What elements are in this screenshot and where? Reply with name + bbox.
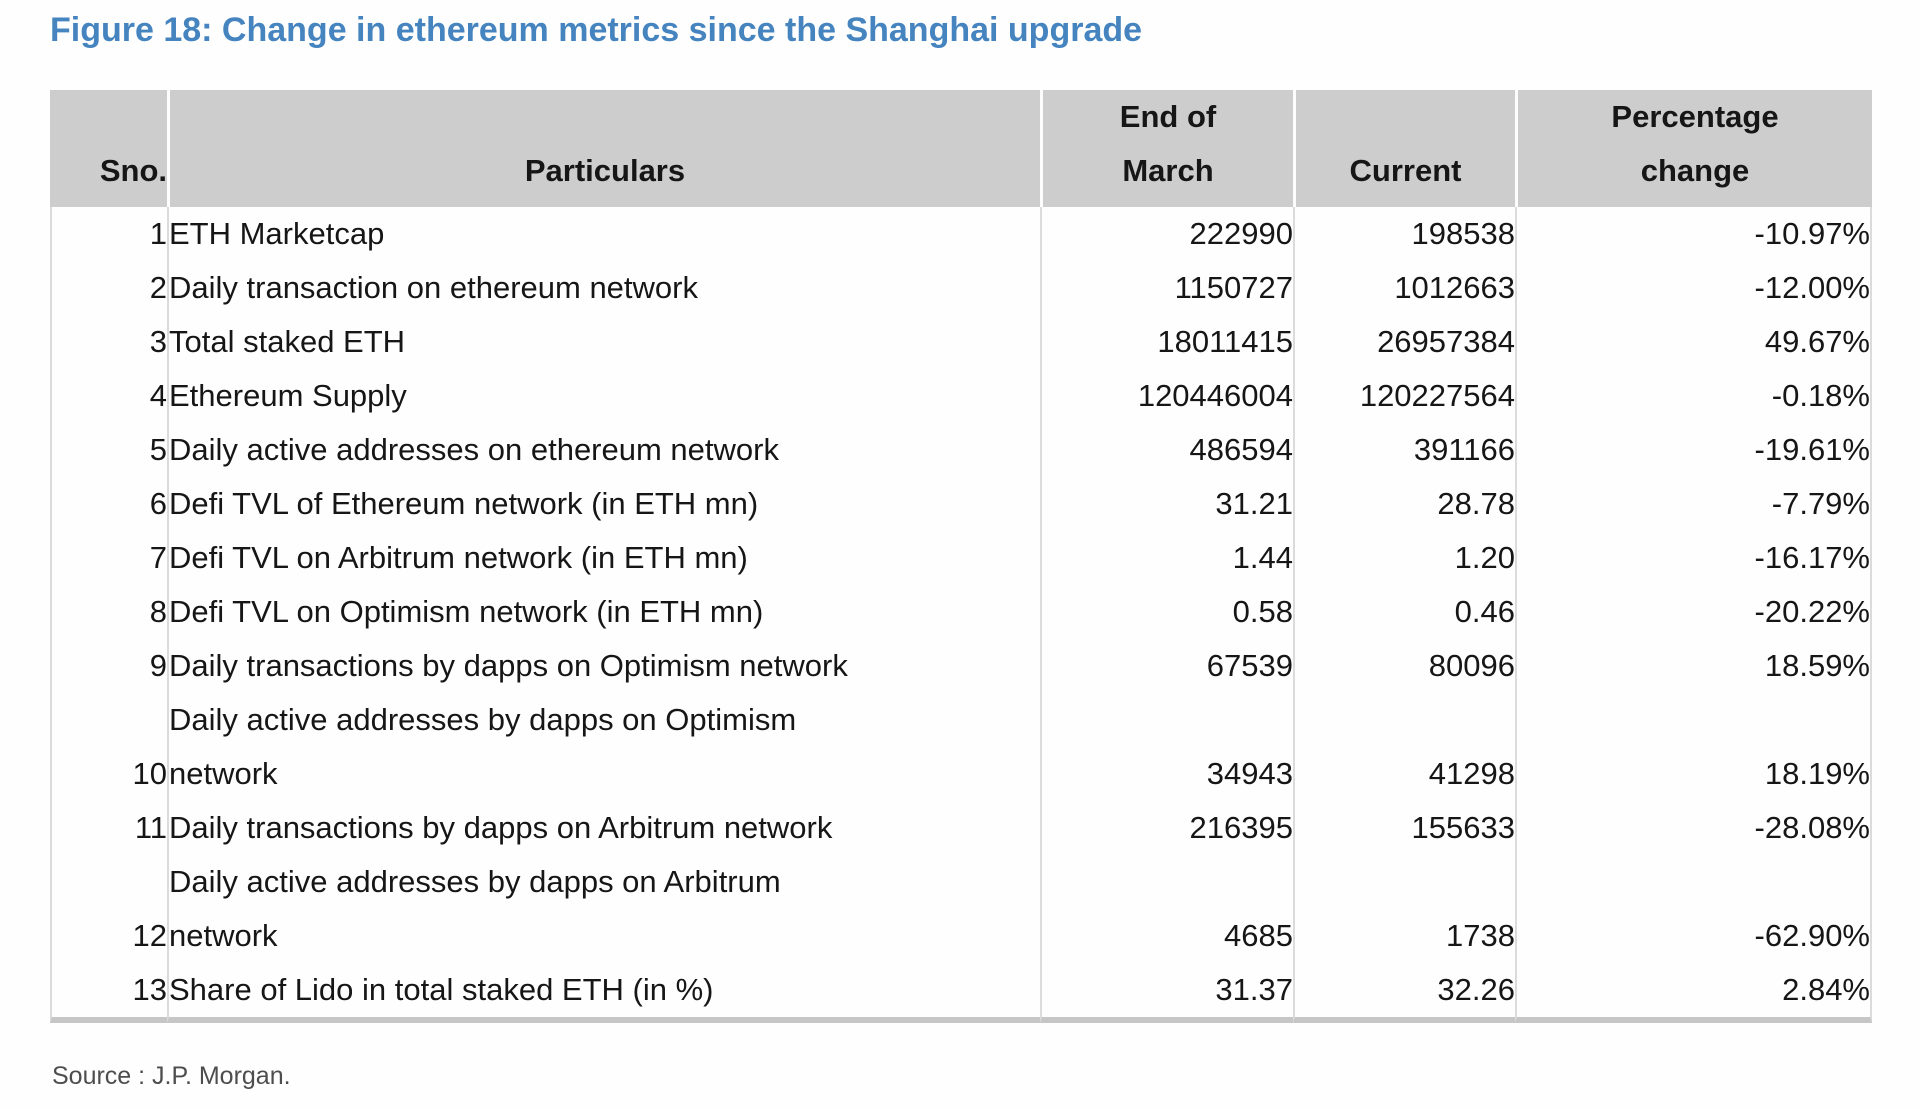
cell-sno: 6 <box>50 477 167 531</box>
cell-percentage-change: 2.84% <box>1515 963 1872 1023</box>
table-row: 8 Defi TVL on Optimism network (in ETH m… <box>50 585 1872 639</box>
cell-percentage-change: -7.79% <box>1515 477 1872 531</box>
cell-current: 120227564 <box>1293 369 1515 423</box>
cell-sno: 8 <box>50 585 167 639</box>
cell-end-of-march: 120446004 <box>1040 369 1293 423</box>
column-header-particulars: Particulars <box>167 90 1040 207</box>
cell-percentage-change: 18.19% <box>1515 693 1872 801</box>
cell-sno: 1 <box>50 207 167 261</box>
table-row: 7 Defi TVL on Arbitrum network (in ETH m… <box>50 531 1872 585</box>
cell-sno: 7 <box>50 531 167 585</box>
cell-percentage-change: -0.18% <box>1515 369 1872 423</box>
cell-sno: 12 <box>50 855 167 963</box>
column-header-current: Current <box>1293 90 1515 207</box>
table-body: 1 ETH Marketcap 222990 198538 -10.97% 2 … <box>50 207 1872 1023</box>
cell-percentage-change: -12.00% <box>1515 261 1872 315</box>
table-row: 5 Daily active addresses on ethereum net… <box>50 423 1872 477</box>
cell-current: 1012663 <box>1293 261 1515 315</box>
cell-current: 32.26 <box>1293 963 1515 1023</box>
table-row: 12 Daily active addresses by dapps on Ar… <box>50 855 1872 963</box>
metrics-table: Sno. Particulars End of March Current Pe… <box>50 90 1872 1023</box>
column-header-percentage-change: Percentage change <box>1515 90 1872 207</box>
cell-particulars: Daily transactions by dapps on Arbitrum … <box>167 801 1040 855</box>
cell-end-of-march: 1150727 <box>1040 261 1293 315</box>
cell-percentage-change: 49.67% <box>1515 315 1872 369</box>
cell-particulars: Daily active addresses by dapps on Arbit… <box>167 855 1040 963</box>
cell-particulars: Total staked ETH <box>167 315 1040 369</box>
cell-current: 26957384 <box>1293 315 1515 369</box>
cell-end-of-march: 4685 <box>1040 855 1293 963</box>
cell-particulars: Daily active addresses by dapps on Optim… <box>167 693 1040 801</box>
cell-end-of-march: 34943 <box>1040 693 1293 801</box>
cell-sno: 9 <box>50 639 167 693</box>
cell-current: 391166 <box>1293 423 1515 477</box>
cell-end-of-march: 67539 <box>1040 639 1293 693</box>
column-header-sno: Sno. <box>50 90 167 207</box>
cell-end-of-march: 31.37 <box>1040 963 1293 1023</box>
cell-current: 155633 <box>1293 801 1515 855</box>
cell-particulars: Daily transaction on ethereum network <box>167 261 1040 315</box>
cell-end-of-march: 1.44 <box>1040 531 1293 585</box>
cell-particulars: Share of Lido in total staked ETH (in %) <box>167 963 1040 1023</box>
cell-end-of-march: 0.58 <box>1040 585 1293 639</box>
cell-particulars: ETH Marketcap <box>167 207 1040 261</box>
cell-sno: 11 <box>50 801 167 855</box>
table-row: 9 Daily transactions by dapps on Optimis… <box>50 639 1872 693</box>
table-row: 3 Total staked ETH 18011415 26957384 49.… <box>50 315 1872 369</box>
column-header-end-of-march: End of March <box>1040 90 1293 207</box>
cell-percentage-change: -62.90% <box>1515 855 1872 963</box>
cell-percentage-change: -20.22% <box>1515 585 1872 639</box>
cell-percentage-change: -16.17% <box>1515 531 1872 585</box>
cell-sno: 13 <box>50 963 167 1023</box>
cell-sno: 10 <box>50 693 167 801</box>
cell-current: 1.20 <box>1293 531 1515 585</box>
cell-particulars: Daily active addresses on ethereum netwo… <box>167 423 1040 477</box>
cell-sno: 5 <box>50 423 167 477</box>
cell-end-of-march: 18011415 <box>1040 315 1293 369</box>
source-note: Source : J.P. Morgan. <box>52 1062 291 1090</box>
cell-particulars: Defi TVL of Ethereum network (in ETH mn) <box>167 477 1040 531</box>
cell-current: 0.46 <box>1293 585 1515 639</box>
table-row: 10 Daily active addresses by dapps on Op… <box>50 693 1872 801</box>
figure-title: Figure 18: Change in ethereum metrics si… <box>50 11 1143 49</box>
table-row: 2 Daily transaction on ethereum network … <box>50 261 1872 315</box>
table-row: 4 Ethereum Supply 120446004 120227564 -0… <box>50 369 1872 423</box>
table-row: 11 Daily transactions by dapps on Arbitr… <box>50 801 1872 855</box>
cell-percentage-change: -10.97% <box>1515 207 1872 261</box>
table-row: 13 Share of Lido in total staked ETH (in… <box>50 963 1872 1023</box>
cell-end-of-march: 216395 <box>1040 801 1293 855</box>
table-header: Sno. Particulars End of March Current Pe… <box>50 90 1872 207</box>
header-row: Sno. Particulars End of March Current Pe… <box>50 90 1872 207</box>
cell-current: 28.78 <box>1293 477 1515 531</box>
cell-percentage-change: 18.59% <box>1515 639 1872 693</box>
cell-end-of-march: 486594 <box>1040 423 1293 477</box>
cell-current: 1738 <box>1293 855 1515 963</box>
table-row: 6 Defi TVL of Ethereum network (in ETH m… <box>50 477 1872 531</box>
cell-particulars: Defi TVL on Optimism network (in ETH mn) <box>167 585 1040 639</box>
cell-percentage-change: -19.61% <box>1515 423 1872 477</box>
cell-particulars: Ethereum Supply <box>167 369 1040 423</box>
cell-sno: 4 <box>50 369 167 423</box>
cell-current: 41298 <box>1293 693 1515 801</box>
cell-end-of-march: 222990 <box>1040 207 1293 261</box>
cell-percentage-change: -28.08% <box>1515 801 1872 855</box>
cell-current: 80096 <box>1293 639 1515 693</box>
cell-particulars: Defi TVL on Arbitrum network (in ETH mn) <box>167 531 1040 585</box>
cell-sno: 3 <box>50 315 167 369</box>
table-row: 1 ETH Marketcap 222990 198538 -10.97% <box>50 207 1872 261</box>
cell-current: 198538 <box>1293 207 1515 261</box>
cell-particulars: Daily transactions by dapps on Optimism … <box>167 639 1040 693</box>
cell-sno: 2 <box>50 261 167 315</box>
cell-end-of-march: 31.21 <box>1040 477 1293 531</box>
